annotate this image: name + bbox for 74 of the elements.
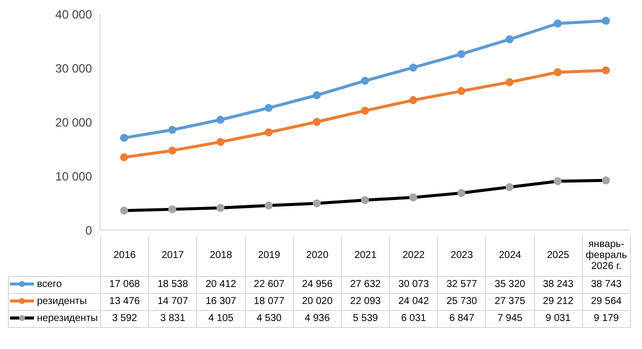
point <box>409 64 418 72</box>
data-label: 3 592 <box>100 310 149 327</box>
data-label: 38 743 <box>582 276 630 293</box>
point <box>216 138 224 146</box>
x-tick-label: январь-февраль 2026 г. <box>582 236 630 276</box>
data-label: 9 179 <box>582 310 630 327</box>
data-label: 30 073 <box>390 276 438 293</box>
data-label: 27 375 <box>486 293 534 310</box>
data-label: 35 320 <box>486 276 534 293</box>
point <box>264 128 273 136</box>
data-label: 18 538 <box>148 276 197 293</box>
y-tick-label: 0 <box>85 223 92 238</box>
data-label: 6 031 <box>390 310 438 327</box>
y-tick-label: 10 000 <box>55 169 92 184</box>
x-tick-label: 2025 <box>534 236 582 276</box>
x-tick-label: 2018 <box>196 236 246 276</box>
point <box>312 118 321 126</box>
data-label: 9 031 <box>534 310 582 327</box>
data-label: 4 105 <box>196 310 246 327</box>
data-label: 20 412 <box>196 276 246 293</box>
data-label: 24 042 <box>390 293 438 310</box>
data-label: 22 607 <box>245 276 294 293</box>
x-tick-label: 2022 <box>390 236 438 276</box>
x-tick-label: 2021 <box>341 236 390 276</box>
data-label: 17 068 <box>100 276 149 293</box>
data-label: 27 632 <box>341 276 390 293</box>
data-label: 29 212 <box>534 293 582 310</box>
legend-label: нерезиденты <box>37 313 98 324</box>
point <box>602 16 610 25</box>
point <box>168 126 176 134</box>
data-label: 24 956 <box>293 276 342 293</box>
data-label: 38 243 <box>534 276 582 293</box>
point <box>554 68 562 76</box>
y-tick-label: 20 000 <box>55 115 92 130</box>
data-label: 4 530 <box>245 310 294 327</box>
point <box>409 96 418 104</box>
x-tick-label: 2016 <box>100 236 149 276</box>
x-tick-label: 2019 <box>245 236 294 276</box>
point <box>216 116 224 124</box>
point <box>361 106 369 115</box>
data-label: 25 730 <box>438 293 486 310</box>
data-label: 16 307 <box>196 293 246 310</box>
x-tick-label: 2023 <box>438 236 486 276</box>
point <box>120 153 128 162</box>
legend-label: всего <box>37 279 62 290</box>
y-tick-label: 40 000 <box>55 7 92 22</box>
data-label: 4 936 <box>293 310 342 327</box>
data-label: 13 476 <box>100 293 149 310</box>
legend-label: резиденты <box>37 296 87 307</box>
data-label: 3 831 <box>148 310 197 327</box>
data-label: 5 539 <box>341 310 390 327</box>
point <box>457 87 466 96</box>
x-tick-label: 2024 <box>486 236 534 276</box>
point <box>120 134 128 142</box>
point <box>602 66 610 74</box>
point <box>554 19 562 28</box>
y-tick-label: 30 000 <box>55 61 92 76</box>
point <box>312 91 321 100</box>
data-label: 20 020 <box>293 293 342 310</box>
data-label: 29 564 <box>582 293 630 310</box>
data-label: 22 093 <box>341 293 390 310</box>
data-label: 14 707 <box>148 293 197 310</box>
data-label: 32 577 <box>438 276 486 293</box>
point <box>264 104 273 112</box>
point <box>168 146 176 155</box>
point <box>506 78 514 86</box>
data-label: 6 847 <box>438 310 486 327</box>
point <box>506 35 514 44</box>
data-label: 7 945 <box>486 310 534 327</box>
point <box>361 76 369 85</box>
data-label: 18 077 <box>245 293 294 310</box>
x-tick-label: 2017 <box>148 236 197 276</box>
x-tick-label: 2020 <box>293 236 342 276</box>
point <box>457 50 466 58</box>
